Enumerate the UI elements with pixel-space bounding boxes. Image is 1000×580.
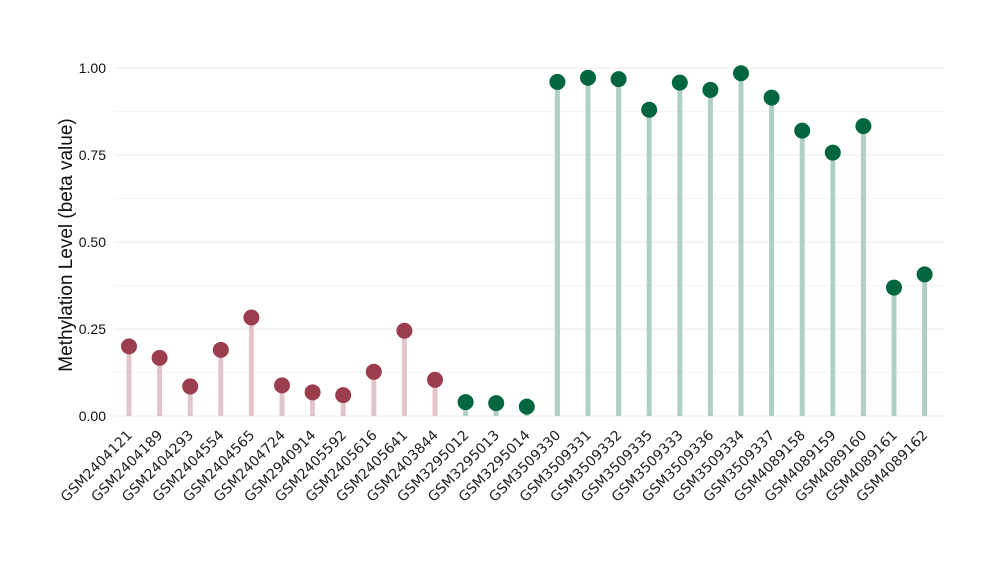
data-point: [794, 122, 811, 139]
data-point: [733, 65, 749, 82]
y-tick-label: 0.50: [79, 234, 106, 250]
data-point: [427, 371, 443, 388]
data-point: [457, 394, 474, 411]
data-point: [916, 266, 933, 283]
data-point: [641, 101, 658, 118]
data-point: [702, 81, 719, 98]
data-point: [304, 384, 321, 401]
points: [121, 65, 933, 415]
data-point: [212, 341, 229, 358]
data-point: [365, 363, 382, 380]
data-point: [518, 398, 535, 415]
data-point: [580, 69, 596, 86]
data-point: [610, 71, 627, 88]
data-point: [151, 349, 168, 366]
data-point: [243, 309, 260, 326]
y-tick-label: 1.00: [79, 60, 106, 76]
x-axis-ticks: GSM2404121GSM2404189GSM2404293GSM2404554…: [58, 427, 932, 505]
data-point: [488, 395, 505, 412]
data-point: [549, 73, 566, 90]
y-axis-ticks: 0.00 0.25 0.50 0.75 1.00: [79, 60, 106, 424]
data-point: [763, 89, 780, 106]
y-axis-title: Methylation Level (beta value): [56, 118, 77, 371]
data-point: [886, 279, 902, 296]
data-point: [671, 74, 688, 91]
grid-lines: [114, 67, 944, 417]
data-point: [855, 118, 872, 135]
data-point: [274, 377, 290, 394]
data-point: [182, 378, 199, 395]
y-tick-label: 0.00: [79, 408, 106, 424]
data-point: [396, 322, 413, 339]
data-point: [335, 387, 352, 404]
y-tick-label: 0.25: [79, 321, 106, 337]
data-point: [121, 338, 137, 355]
y-tick-label: 0.75: [79, 147, 106, 163]
data-point: [824, 144, 841, 161]
